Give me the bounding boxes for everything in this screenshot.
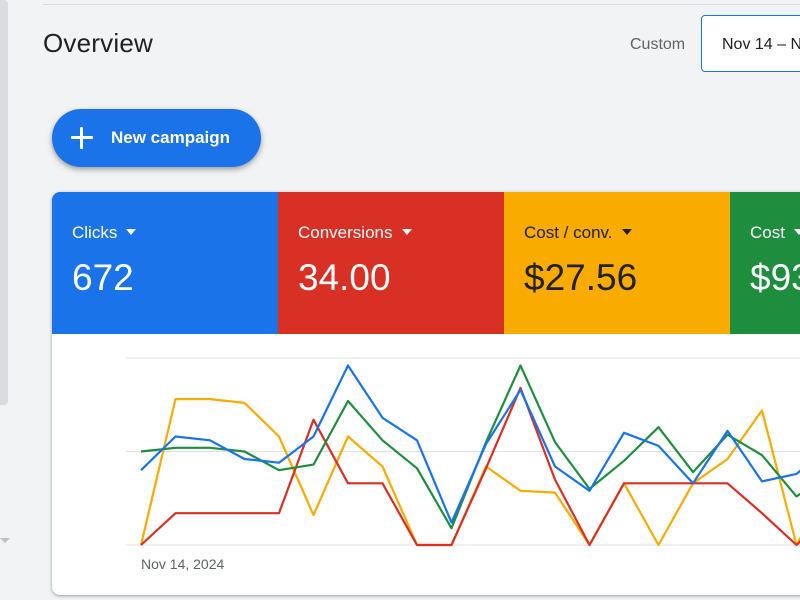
- metric-cost-value: $937: [750, 257, 800, 298]
- x-tick-label: Nov 14, 2024: [141, 556, 225, 572]
- chevron-down-icon[interactable]: [0, 538, 10, 543]
- plus-icon: [70, 126, 94, 150]
- metric-conversions-name: Conversions: [298, 223, 393, 242]
- new-campaign-button[interactable]: New campaign: [52, 109, 261, 167]
- metric-clicks-name: Clicks: [72, 223, 118, 242]
- page-title: Overview: [43, 28, 153, 58]
- date-range-picker[interactable]: Nov 14 – Nov 30: [701, 15, 800, 72]
- metric-clicks[interactable]: Clicks 672: [52, 192, 278, 334]
- series-line-conversions[interactable]: [140, 386, 800, 547]
- metric-cost-name: Cost: [750, 223, 785, 242]
- date-range-label: Custom: [630, 36, 686, 53]
- left-nav-rail: [0, 0, 10, 600]
- metric-conversions[interactable]: Conversions 34.00: [278, 192, 504, 334]
- header-divider: [43, 4, 800, 5]
- metric-cost-per-conv-value: $27.56: [524, 257, 638, 298]
- new-campaign-label: New campaign: [111, 128, 231, 147]
- date-range-value: Nov 14 – Nov 30: [722, 36, 800, 53]
- metric-cost-per-conv[interactable]: Cost / conv. $27.56: [504, 192, 730, 334]
- line-chart: [126, 357, 800, 547]
- metric-clicks-value: 672: [72, 257, 134, 298]
- caret-down-icon[interactable]: [793, 229, 800, 235]
- performance-card: Clicks 672 Conversions 34.00 Cost / conv…: [52, 192, 800, 595]
- caret-down-icon[interactable]: [126, 229, 137, 235]
- series-line-clicks[interactable]: [140, 364, 800, 524]
- performance-chart: Nov 14, 2024: [52, 334, 800, 595]
- metric-cost-per-conv-name: Cost / conv.: [524, 223, 613, 242]
- nav-scrollbar[interactable]: [0, 0, 8, 405]
- metric-cost[interactable]: Cost $937: [730, 192, 800, 334]
- caret-down-icon[interactable]: [401, 229, 412, 235]
- metric-conversions-value: 34.00: [298, 257, 391, 298]
- caret-down-icon[interactable]: [621, 229, 632, 235]
